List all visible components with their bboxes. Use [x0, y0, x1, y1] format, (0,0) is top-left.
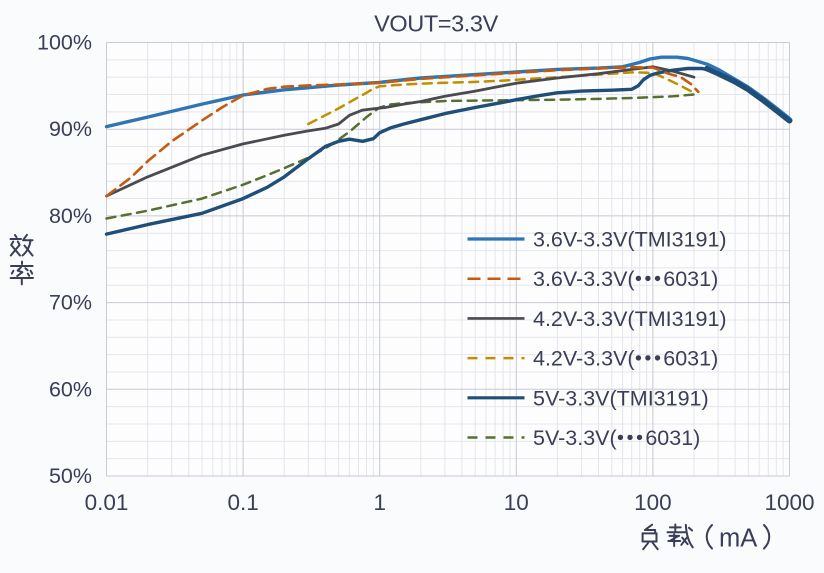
svg-text:50%: 50% — [49, 464, 92, 488]
svg-text:4.2V-3.3V(TMI3191): 4.2V-3.3V(TMI3191) — [533, 307, 727, 331]
svg-text:1000: 1000 — [764, 490, 814, 515]
svg-text:70%: 70% — [49, 291, 92, 315]
svg-text:100: 100 — [634, 490, 672, 515]
svg-text:3.6V-3.3V(TMI3191): 3.6V-3.3V(TMI3191) — [533, 228, 727, 252]
svg-text:100%: 100% — [37, 31, 92, 55]
svg-text:5V-3.3V(●●●6031): 5V-3.3V(●●●6031) — [533, 426, 700, 450]
svg-text:3.6V-3.3V(●●●6031): 3.6V-3.3V(●●●6031) — [533, 267, 718, 291]
svg-text:0.01: 0.01 — [85, 490, 129, 515]
svg-text:90%: 90% — [49, 117, 92, 141]
svg-text:mA: mA — [719, 525, 757, 553]
svg-text:10: 10 — [504, 490, 529, 515]
svg-text:4.2V-3.3V(●●●6031): 4.2V-3.3V(●●●6031) — [533, 347, 718, 371]
svg-text:80%: 80% — [49, 204, 92, 228]
svg-text:0.1: 0.1 — [227, 490, 258, 515]
svg-text:VOUT=3.3V: VOUT=3.3V — [374, 11, 498, 37]
svg-text:1: 1 — [373, 490, 386, 515]
svg-text:60%: 60% — [49, 377, 92, 401]
svg-text:5V-3.3V(TMI3191): 5V-3.3V(TMI3191) — [533, 386, 709, 410]
